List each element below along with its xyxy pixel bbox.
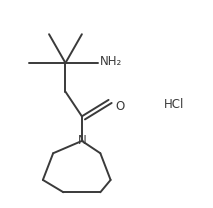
Text: O: O (116, 100, 125, 113)
Text: HCl: HCl (164, 98, 184, 110)
Text: N: N (78, 134, 86, 147)
Text: NH₂: NH₂ (100, 55, 123, 68)
